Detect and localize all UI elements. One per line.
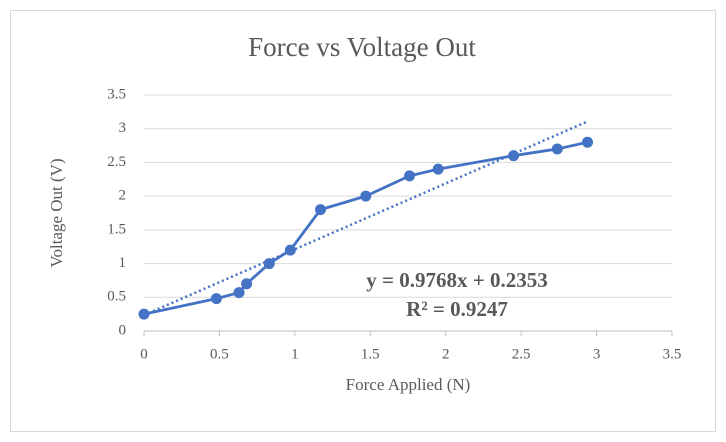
data-point — [138, 308, 150, 320]
y-tick-label: 1.5 — [107, 221, 126, 237]
y-tick-label: 2.5 — [107, 154, 126, 170]
x-tick-label: 2.5 — [512, 346, 531, 362]
data-point — [360, 190, 372, 202]
trendline-r2: R² = 0.9247 — [406, 297, 508, 321]
data-point — [210, 293, 222, 305]
x-tick-label: 1.5 — [361, 346, 380, 362]
x-tick-label: 3 — [593, 346, 601, 362]
data-point — [508, 150, 520, 162]
x-tick-label: 2 — [442, 346, 450, 362]
data-point — [284, 244, 296, 256]
data-point — [233, 287, 245, 299]
data-point — [404, 170, 416, 182]
chart-border — [10, 10, 716, 432]
y-tick-label: 0 — [119, 322, 127, 338]
y-axis-label: Voltage Out (V) — [47, 158, 66, 267]
trendline-equation: y = 0.9768x + 0.2353 — [366, 268, 547, 292]
y-tick-label: 2 — [119, 188, 127, 204]
data-point — [582, 136, 594, 148]
chart-title: Force vs Voltage Out — [248, 32, 476, 62]
y-tick-label: 3.5 — [107, 86, 126, 102]
x-axis-label: Force Applied (N) — [346, 375, 471, 394]
y-tick-label: 1 — [119, 255, 127, 271]
data-point — [315, 204, 327, 216]
y-tick-label: 0.5 — [107, 289, 126, 305]
data-point — [241, 278, 253, 290]
trendline — [143, 120, 589, 317]
y-tick-label: 3 — [119, 120, 127, 136]
x-tick-label: 1 — [291, 346, 299, 362]
x-tick-label: 0.5 — [210, 346, 229, 362]
x-tick-label: 0 — [140, 346, 148, 362]
data-point — [551, 143, 563, 155]
data-point — [263, 258, 275, 270]
data-point — [432, 163, 444, 175]
x-tick-label: 3.5 — [663, 346, 682, 362]
